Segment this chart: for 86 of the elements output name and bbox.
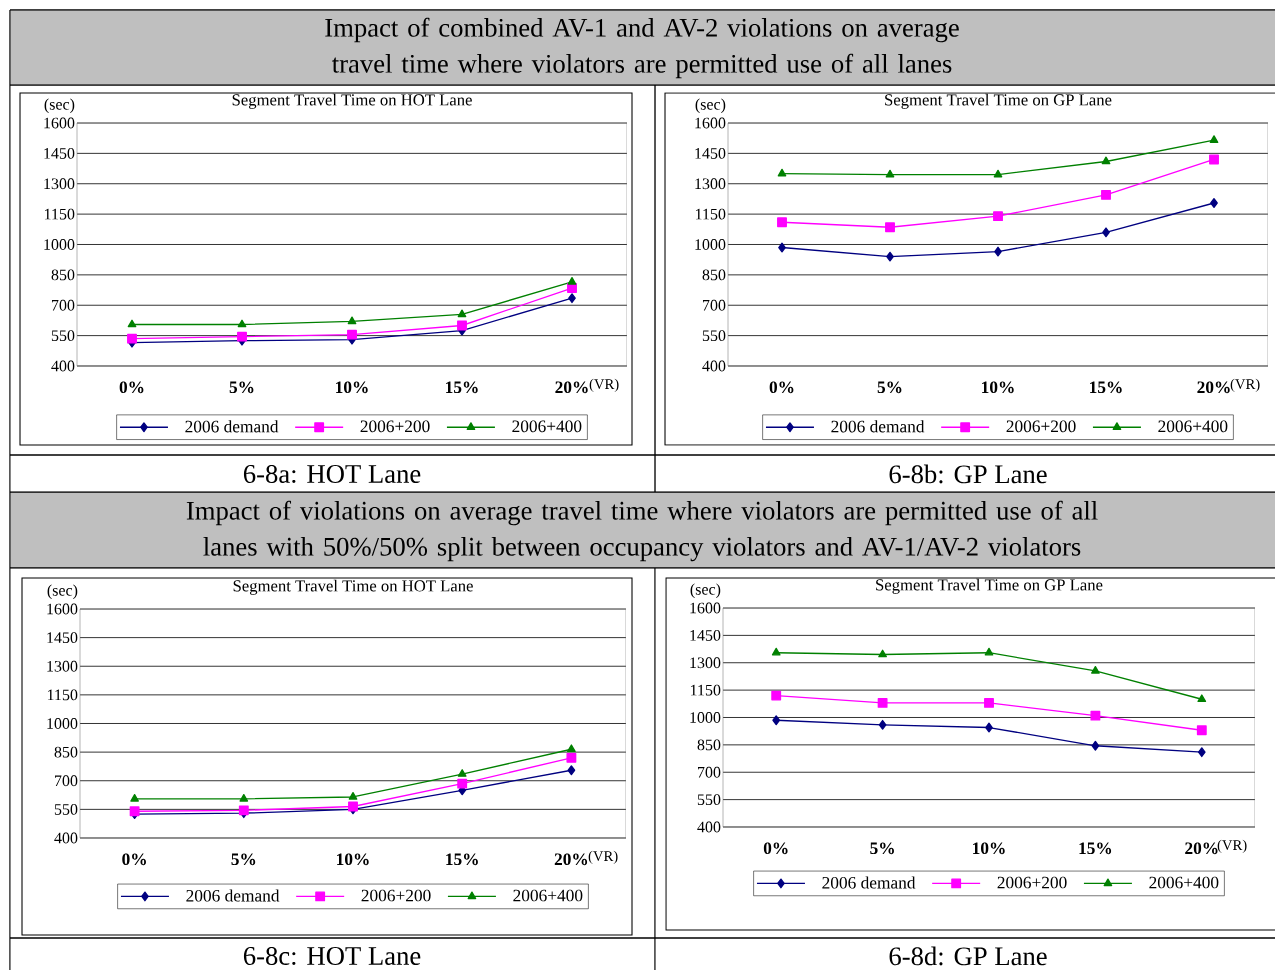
text: 6-8c: HOT Lane [243,946,421,966]
x-tick-label: 5% [870,842,894,855]
y-tick-label: 850 [702,269,726,281]
x-tick-label: 20% [555,381,588,394]
y-axis-title: (sec) [695,98,726,113]
x-axis-title: (VR) [1217,839,1247,853]
y-tick-label: 550 [697,794,721,806]
y-tick-label: 1000 [47,718,78,729]
legend-label: 2006 demand [185,420,279,433]
y-tick-label: 850 [51,269,75,281]
x-axis-title: (VR) [589,378,619,392]
y-tick-label: 850 [54,746,78,758]
y-tick-label: 1450 [695,147,726,159]
x-tick-label: 20% [1197,381,1230,394]
y-axis-title: (sec) [47,584,78,599]
y-tick-label: 1450 [44,147,75,159]
x-tick-label: 15% [446,853,478,866]
text: Impact of combined AV-1 and AV-2 violations on average travel time where violators are permitted use of all lanes [325,17,959,79]
x-tick-label: 0% [769,381,794,394]
y-tick-label: 1300 [690,657,721,669]
chart-title: Segment Travel Time on HOT Lane [233,579,473,595]
x-tick-label: 5% [877,381,902,394]
legend-label: 2006+200 [361,889,431,902]
y-tick-label: 550 [51,330,75,342]
y-tick-label: 550 [702,330,726,342]
y-tick-label: 400 [54,832,78,844]
chart-title: Segment Travel Time on HOT Lane [232,93,472,109]
y-tick-label: 700 [698,766,721,778]
x-tick-label: 5% [229,381,254,394]
x-tick-label: 10% [337,853,369,866]
x-tick-label: 10% [336,381,368,394]
x-axis-title: (VR) [588,850,618,864]
y-tick-label: 1300 [44,178,75,190]
legend-label: 2006+200 [360,420,430,433]
y-tick-label: 1600 [47,603,78,615]
y-tick-label: 400 [697,821,721,833]
y-tick-label: 550 [54,803,78,815]
x-tick-label: 0% [763,842,788,855]
legend-label: 2006 demand [822,876,916,889]
x-tick-label: 10% [982,381,1014,394]
y-tick-label: 1600 [690,602,721,614]
legend-label: 2006 demand [186,889,280,902]
y-tick-label: 1000 [695,239,726,250]
x-tick-label: 20% [554,853,588,866]
legend-label: 2006 demand [831,420,925,433]
y-tick-label: 850 [697,739,721,751]
y-tick-label: 1150 [695,208,726,220]
x-tick-label: 15% [446,381,478,394]
y-tick-label: 700 [52,299,75,311]
text: 6-8a: HOT Lane [243,464,421,484]
x-tick-label: 15% [1090,381,1122,394]
x-tick-label: 15% [1079,842,1112,855]
y-tick-label: 700 [55,775,78,787]
y-tick-label: 1450 [47,632,78,644]
text: 6-8b: GP Lane [889,464,1047,484]
x-axis-title: (VR) [1230,378,1260,392]
y-tick-label: 1300 [47,660,78,672]
y-tick-label: 1150 [44,208,75,220]
y-axis-title: (sec) [690,583,721,598]
text: 6-8d: GP Lane [889,946,1047,966]
y-tick-label: 1150 [690,684,721,696]
legend-label: 2006+200 [997,876,1067,889]
y-axis-title: (sec) [44,98,75,113]
text: Impact of violations on average travel time where violators are permitted use of all lanes with 50%/50% split between occupancy violators and AV-1/AV-2 violators [186,500,1098,562]
chart-title: Segment Travel Time on GP Lane [876,578,1103,594]
y-tick-label: 1450 [690,629,721,641]
y-tick-label: 700 [703,299,726,311]
legend-label: 2006+400 [1149,876,1219,889]
chart-title: Segment Travel Time on GP Lane [885,93,1112,109]
legend-label: 2006+400 [1158,420,1228,433]
y-tick-label: 1000 [44,239,75,250]
y-tick-label: 1600 [44,117,75,129]
x-tick-label: 20% [1185,842,1218,855]
legend-label: 2006+400 [513,889,583,902]
x-tick-label: 10% [973,842,1005,855]
y-tick-label: 1600 [695,117,726,129]
y-tick-label: 400 [51,360,75,372]
x-tick-label: 0% [122,853,146,866]
legend-label: 2006+200 [1006,420,1076,433]
legend-label: 2006+400 [512,420,582,433]
y-tick-label: 1000 [690,712,721,723]
y-tick-label: 1150 [47,689,78,701]
y-tick-label: 400 [702,360,726,372]
y-tick-label: 1300 [695,178,726,190]
x-tick-label: 0% [119,381,144,394]
x-tick-label: 5% [231,853,256,866]
